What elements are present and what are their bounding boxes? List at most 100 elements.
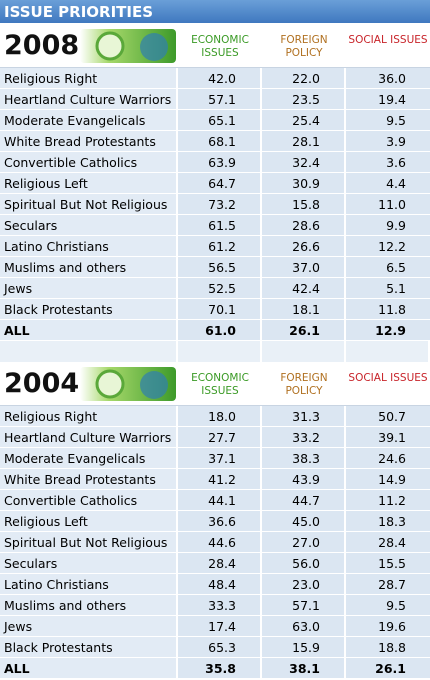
table-row: White Bread Protestants 41.2 43.9 14.9 — [0, 469, 430, 490]
value-cell: 15.5 — [346, 553, 430, 574]
table-row: Convertible Catholics 44.1 44.7 11.2 — [0, 490, 430, 511]
value-cell: 28.4 — [178, 553, 262, 574]
table-row: Muslims and others 33.3 57.1 9.5 — [0, 595, 430, 616]
value-cell: 19.6 — [346, 616, 430, 637]
value-cell: 37.1 — [178, 448, 262, 469]
value-cell: 11.2 — [346, 490, 430, 511]
value-cell: 30.9 — [262, 173, 346, 194]
value-cell: 44.7 — [262, 490, 346, 511]
table-row: ALL 61.0 26.1 12.9 — [0, 320, 430, 341]
value-cell: 36.6 — [178, 511, 262, 532]
value-cell: 23.5 — [262, 89, 346, 110]
value-cell: 52.5 — [178, 278, 262, 299]
year: 2004 — [4, 368, 80, 399]
column-header: SOCIAL ISSUES — [348, 34, 428, 46]
value-cell: 31.3 — [262, 406, 346, 427]
value-cell: 15.9 — [262, 637, 346, 658]
section-header: 2004 ECONOMIC ISSUES FOREIGN POLICY SOCIAL … — [0, 362, 430, 406]
value-cell: 41.2 — [178, 469, 262, 490]
value-cell: 36.0 — [346, 68, 430, 89]
row-label: Latino Christians — [0, 574, 178, 595]
row-label: Black Protestants — [0, 637, 178, 658]
value-cell: 32.4 — [262, 152, 346, 173]
table-row: Spiritual But Not Religious 44.6 27.0 28.4 — [0, 532, 430, 553]
value-cell: 42.0 — [178, 68, 262, 89]
column-header: FOREIGN POLICY — [280, 372, 328, 397]
value-cell: 44.1 — [178, 490, 262, 511]
value-cell: 14.9 — [346, 469, 430, 490]
row-label: Black Protestants — [0, 299, 178, 320]
icon — [80, 367, 176, 401]
value-cell: 44.6 — [178, 532, 262, 553]
value-cell: 17.4 — [178, 616, 262, 637]
row-label: Religious Right — [0, 406, 178, 427]
value-cell: 27.7 — [178, 427, 262, 448]
row-label: Religious Right — [0, 68, 178, 89]
table-row: ALL 35.8 38.1 26.1 — [0, 658, 430, 679]
value-cell: 12.2 — [346, 236, 430, 257]
row-label: White Bread Protestants — [0, 469, 178, 490]
row-label: ALL — [0, 658, 178, 679]
table-row: Latino Christians 48.4 23.0 28.7 — [0, 574, 430, 595]
spacer-cell — [178, 341, 262, 362]
year-cell: 2004 — [0, 362, 178, 405]
value-cell: 9.9 — [346, 215, 430, 236]
row-label: Muslims and others — [0, 595, 178, 616]
value-cell: 9.5 — [346, 110, 430, 131]
value-cell: 61.0 — [178, 320, 262, 341]
table-row: Religious Right 18.0 31.3 50.7 — [0, 406, 430, 427]
value-cell: 39.1 — [346, 427, 430, 448]
table-row: Moderate Evangelicals 65.1 25.4 9.5 — [0, 110, 430, 131]
value-cell: 26.1 — [346, 658, 430, 679]
value-cell: 26.6 — [262, 236, 346, 257]
row-label: Heartland Culture Warriors — [0, 89, 178, 110]
value-cell: 57.1 — [178, 89, 262, 110]
value-cell: 11.0 — [346, 194, 430, 215]
row-label: Religious Left — [0, 173, 178, 194]
row-label: ALL — [0, 320, 178, 341]
value-cell: 24.6 — [346, 448, 430, 469]
value-cell: 35.8 — [178, 658, 262, 679]
value-cell: 4.4 — [346, 173, 430, 194]
tables: 2008 ECONOMIC ISSUES FOREIGN POLICY SOCIAL … — [0, 24, 430, 679]
table-row: Black Protestants 65.3 15.9 18.8 — [0, 637, 430, 658]
value-cell: 28.1 — [262, 131, 346, 152]
value-cell: 45.0 — [262, 511, 346, 532]
row-label: Seculars — [0, 215, 178, 236]
value-cell: 25.4 — [262, 110, 346, 131]
table-row: White Bread Protestants 68.1 28.1 3.9 — [0, 131, 430, 152]
value-cell: 38.1 — [262, 658, 346, 679]
value-cell: 63.9 — [178, 152, 262, 173]
spacer-cell — [346, 341, 430, 362]
value-cell: 3.6 — [346, 152, 430, 173]
table-row: Muslims and others 56.5 37.0 6.5 — [0, 257, 430, 278]
table-row: Spiritual But Not Religious 73.2 15.8 11.0 — [0, 194, 430, 215]
value-cell: 56.0 — [262, 553, 346, 574]
table-row: Seculars 61.5 28.6 9.9 — [0, 215, 430, 236]
row-label: Seculars — [0, 553, 178, 574]
spacer-cell — [262, 341, 346, 362]
spacer-cell — [0, 341, 178, 362]
value-cell: 68.1 — [178, 131, 262, 152]
row-label: Religious Left — [0, 511, 178, 532]
table-row: Religious Left 64.7 30.9 4.4 — [0, 173, 430, 194]
value-cell: 23.0 — [262, 574, 346, 595]
table-row: Black Protestants 70.1 18.1 11.8 — [0, 299, 430, 320]
value-cell: 5.1 — [346, 278, 430, 299]
value-cell: 28.7 — [346, 574, 430, 595]
table-row: Latino Christians 61.2 26.6 12.2 — [0, 236, 430, 257]
icon-box — [80, 27, 176, 69]
row-label: Spiritual But Not Religious — [0, 194, 178, 215]
title: ISSUE PRIORITIES — [0, 0, 430, 24]
value-cell: 65.1 — [178, 110, 262, 131]
value-cell: 50.7 — [346, 406, 430, 427]
row-label: Jews — [0, 278, 178, 299]
table-row: Religious Right 42.0 22.0 36.0 — [0, 68, 430, 89]
value-cell: 33.3 — [178, 595, 262, 616]
value-cell: 15.8 — [262, 194, 346, 215]
table-row: Moderate Evangelicals 37.1 38.3 24.6 — [0, 448, 430, 469]
icon-box — [80, 365, 176, 407]
row-label: Spiritual But Not Religious — [0, 532, 178, 553]
value-cell: 27.0 — [262, 532, 346, 553]
value-cell: 57.1 — [262, 595, 346, 616]
